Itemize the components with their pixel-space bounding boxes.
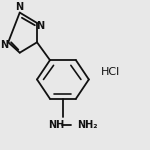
Text: N: N (37, 21, 45, 31)
Text: N: N (1, 40, 9, 50)
Text: HCl: HCl (101, 67, 120, 77)
Text: NH: NH (48, 120, 64, 130)
Text: NH₂: NH₂ (77, 120, 98, 130)
Text: N: N (15, 2, 23, 12)
